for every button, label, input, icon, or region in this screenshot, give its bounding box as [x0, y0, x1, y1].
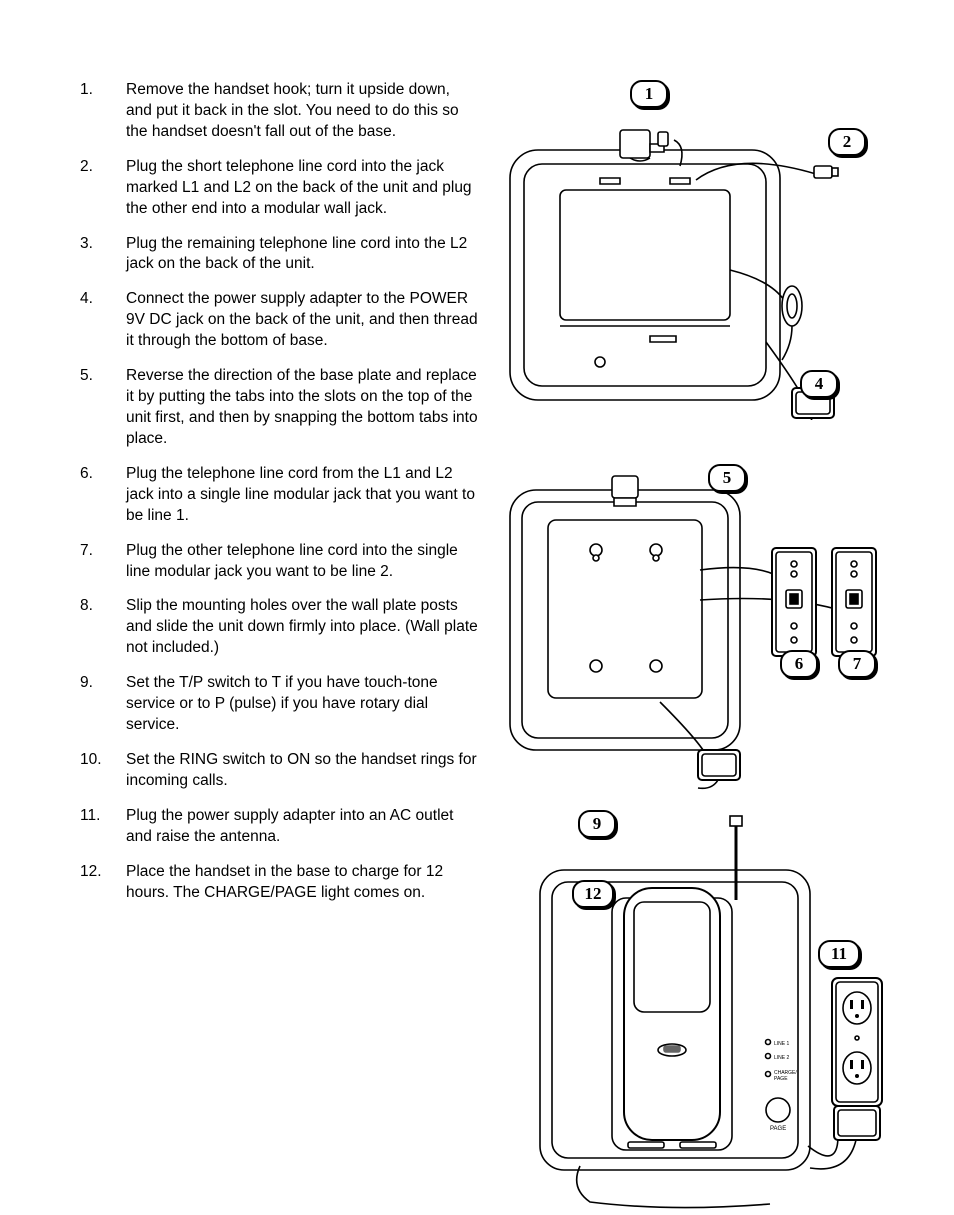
step-number: 9. [80, 673, 126, 736]
step-text: Connect the power supply adapter to the … [126, 289, 480, 352]
step-12: 12.Place the handset in the base to char… [80, 862, 480, 904]
step-1: 1.Remove the handset hook; turn it upsid… [80, 80, 480, 143]
step-10: 10.Set the RING switch to ON so the hand… [80, 750, 480, 792]
figure-column: LINE 1 LINE 2 CHARGE/ PAGE PAGE [500, 80, 914, 918]
svg-text:PAGE: PAGE [770, 1126, 786, 1132]
step-text: Plug the remaining telephone line cord i… [126, 234, 480, 276]
step-3: 3.Plug the remaining telephone line cord… [80, 234, 480, 276]
step-number: 10. [80, 750, 126, 792]
figure-panel-2 [500, 450, 890, 790]
svg-text:LINE 2: LINE 2 [774, 1055, 790, 1061]
callout-2: 2 [828, 128, 866, 156]
step-text: Set the RING switch to ON so the handset… [126, 750, 480, 792]
step-9: 9.Set the T/P switch to T if you have to… [80, 673, 480, 736]
step-11: 11.Plug the power supply adapter into an… [80, 806, 480, 848]
step-number: 3. [80, 234, 126, 276]
callout-6: 6 [780, 650, 818, 678]
step-number: 6. [80, 464, 126, 527]
step-text: Set the T/P switch to T if you have touc… [126, 673, 480, 736]
callout-11: 11 [818, 940, 860, 968]
step-number: 12. [80, 862, 126, 904]
callout-9: 9 [578, 810, 616, 838]
step-4: 4.Connect the power supply adapter to th… [80, 289, 480, 352]
step-number: 4. [80, 289, 126, 352]
step-text: Plug the telephone line cord from the L1… [126, 464, 480, 527]
svg-text:LINE 1: LINE 1 [774, 1041, 790, 1047]
step-text: Slip the mounting holes over the wall pl… [126, 596, 480, 659]
instruction-column: 1.Remove the handset hook; turn it upsid… [80, 80, 480, 918]
step-number: 7. [80, 541, 126, 583]
step-5: 5.Reverse the direction of the base plat… [80, 366, 480, 450]
callout-5: 5 [708, 464, 746, 492]
figure-panel-3: LINE 1 LINE 2 CHARGE/ PAGE PAGE [520, 810, 890, 1210]
callout-4: 4 [800, 370, 838, 398]
callout-1: 1 [630, 80, 668, 108]
step-number: 11. [80, 806, 126, 848]
step-number: 8. [80, 596, 126, 659]
step-text: Reverse the direction of the base plate … [126, 366, 480, 450]
callout-12: 12 [572, 880, 614, 908]
step-text: Plug the short telephone line cord into … [126, 157, 480, 220]
callout-7: 7 [838, 650, 876, 678]
step-text: Plug the other telephone line cord into … [126, 541, 480, 583]
step-number: 1. [80, 80, 126, 143]
step-text: Plug the power supply adapter into an AC… [126, 806, 480, 848]
step-8: 8.Slip the mounting holes over the wall … [80, 596, 480, 659]
svg-text:PAGE: PAGE [774, 1076, 788, 1082]
step-6: 6.Plug the telephone line cord from the … [80, 464, 480, 527]
step-7: 7.Plug the other telephone line cord int… [80, 541, 480, 583]
step-2: 2.Plug the short telephone line cord int… [80, 157, 480, 220]
step-number: 5. [80, 366, 126, 450]
steps-list: 1.Remove the handset hook; turn it upsid… [80, 80, 480, 904]
step-text: Remove the handset hook; turn it upside … [126, 80, 480, 143]
step-number: 2. [80, 157, 126, 220]
step-text: Place the handset in the base to charge … [126, 862, 480, 904]
